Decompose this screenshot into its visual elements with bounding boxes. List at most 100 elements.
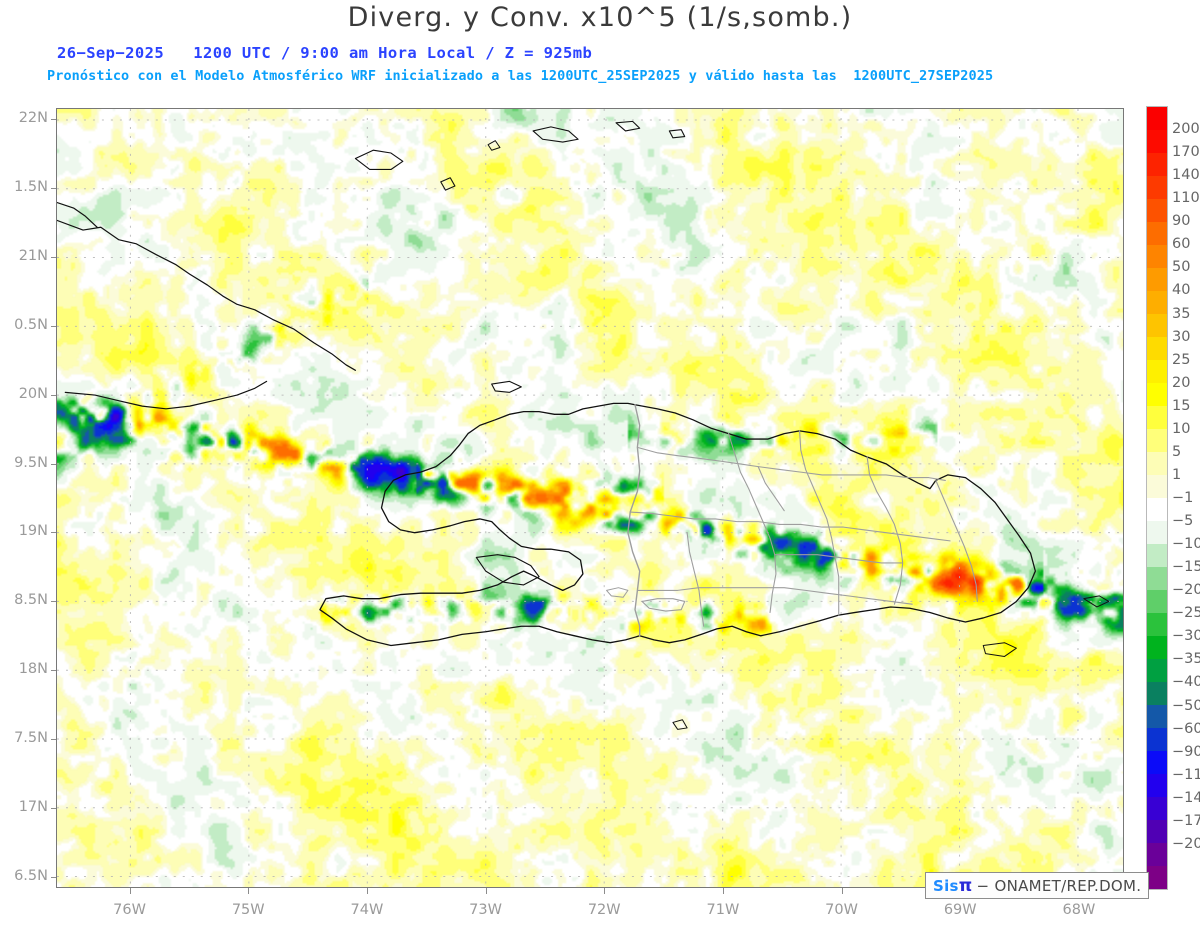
colorbar-tick-label: −60 <box>1172 720 1200 737</box>
colorbar-tick-label: −35 <box>1172 651 1200 668</box>
latitude-tick-label: 21N <box>18 247 48 264</box>
longitude-tick-label: 70W <box>825 902 858 918</box>
colorbar-band <box>1147 774 1167 797</box>
colorbar-tick-label: −10 <box>1172 536 1200 553</box>
latitude-tick-label: 9.5N <box>14 454 48 471</box>
colorbar-tick-label: −5 <box>1172 513 1194 530</box>
longitude-tick-label: 71W <box>706 902 740 918</box>
colorbar-band <box>1147 613 1167 636</box>
colorbar-tick-label: 200 <box>1172 121 1200 138</box>
colorbar-tick-label: 25 <box>1172 351 1191 368</box>
colorbar-tick-label: −90 <box>1172 743 1200 760</box>
colorbar-band <box>1147 843 1167 866</box>
latitude-tick-mark <box>51 808 56 810</box>
colorbar[interactable] <box>1146 106 1168 890</box>
forecast-datetime-line: 26−Sep−2025 1200 UTC / 9:00 am Hora Loca… <box>57 44 593 62</box>
longitude-tick-mark <box>722 888 724 894</box>
colorbar-band <box>1147 705 1167 728</box>
colorbar-band <box>1147 544 1167 567</box>
colorbar-band <box>1147 567 1167 590</box>
latitude-tick-mark <box>51 256 56 258</box>
longitude-tick-mark <box>366 888 368 894</box>
latitude-tick-mark <box>51 394 56 396</box>
colorbar-band <box>1147 107 1167 130</box>
organization-label: − ONAMET/REP.DOM. <box>976 876 1142 895</box>
colorbar-tick-label: −40 <box>1172 674 1200 691</box>
latitude-tick-mark <box>51 187 56 189</box>
latitude-tick-mark <box>51 325 56 327</box>
model-description-line: Pronóstico con el Modelo Atmosférico WRF… <box>47 68 994 84</box>
colorbar-band <box>1147 498 1167 521</box>
colorbar-band <box>1147 429 1167 452</box>
colorbar-tick-label: 140 <box>1172 167 1200 184</box>
divergence-convergence-shading <box>57 109 1123 887</box>
latitude-tick-label: 1.5N <box>14 178 48 195</box>
page-title: Diverg. y Conv. x10^5 (1/s,somb.) <box>347 2 853 33</box>
latitude-tick-label: 6.5N <box>14 867 48 884</box>
longitude-tick-mark <box>485 888 487 894</box>
latitude-tick-label: 8.5N <box>14 592 48 609</box>
longitude-tick-mark <box>604 888 606 894</box>
longitude-tick-label: 68W <box>1062 902 1096 918</box>
colorbar-labels: 200 170 140 110 90 60 50 40 35 30 25 20 15 10 5 1 −1 −5 −1… <box>1172 106 1200 890</box>
longitude-tick-mark <box>248 888 250 894</box>
longitude-tick-label: 73W <box>469 902 502 918</box>
latitude-tick-label: 17N <box>18 799 48 816</box>
colorbar-band <box>1147 360 1167 383</box>
colorbar-tick-label: 170 <box>1172 144 1200 161</box>
pi-symbol-icon: π <box>958 875 973 896</box>
colorbar-band <box>1147 590 1167 613</box>
latitude-tick-mark <box>51 876 56 878</box>
colorbar-band <box>1147 521 1167 544</box>
colorbar-tick-label: 35 <box>1172 305 1191 322</box>
brand-label: Sis <box>933 876 959 895</box>
colorbar-tick-label: −20 <box>1172 582 1200 599</box>
colorbar-band <box>1147 153 1167 176</box>
map-plot-area[interactable] <box>56 108 1124 888</box>
colorbar-tick-label: −15 <box>1172 559 1200 576</box>
colorbar-tick-label: −50 <box>1172 697 1200 714</box>
colorbar-band <box>1147 751 1167 774</box>
colorbar-band <box>1147 130 1167 153</box>
latitude-tick-label: 0.5N <box>14 316 48 333</box>
colorbar-tick-label: 20 <box>1172 374 1191 391</box>
colorbar-band <box>1147 820 1167 843</box>
colorbar-band <box>1147 245 1167 268</box>
colorbar-band <box>1147 337 1167 360</box>
colorbar-band <box>1147 222 1167 245</box>
colorbar-band <box>1147 314 1167 337</box>
latitude-tick-mark <box>51 670 56 672</box>
latitude-tick-label: 19N <box>18 523 48 540</box>
colorbar-tick-label: 110 <box>1172 190 1200 207</box>
colorbar-tick-label: 1 <box>1172 466 1182 483</box>
colorbar-band <box>1147 659 1167 682</box>
colorbar-tick-label: −25 <box>1172 605 1200 622</box>
colorbar-band <box>1147 406 1167 429</box>
latitude-tick-label: 22N <box>18 110 48 127</box>
colorbar-tick-label: −200 <box>1172 835 1200 852</box>
colorbar-tick-label: 10 <box>1172 420 1191 437</box>
latitude-tick-mark <box>51 601 56 603</box>
colorbar-band <box>1147 682 1167 705</box>
colorbar-band <box>1147 199 1167 222</box>
colorbar-band <box>1147 383 1167 406</box>
colorbar-band <box>1147 475 1167 498</box>
credit-badge: Sis π − ONAMET/REP.DOM. <box>925 872 1150 899</box>
latitude-tick-label: 18N <box>18 661 48 678</box>
colorbar-band <box>1147 797 1167 820</box>
latitude-tick-mark <box>51 532 56 534</box>
colorbar-band <box>1147 452 1167 475</box>
latitude-tick-label: 20N <box>18 385 48 402</box>
colorbar-tick-label: 5 <box>1172 443 1182 460</box>
colorbar-tick-label: 40 <box>1172 282 1191 299</box>
colorbar-tick-label: −140 <box>1172 789 1200 806</box>
colorbar-tick-label: −170 <box>1172 812 1200 829</box>
colorbar-band <box>1147 176 1167 199</box>
latitude-tick-mark <box>51 119 56 121</box>
longitude-tick-label: 75W <box>231 902 265 918</box>
colorbar-tick-label: −110 <box>1172 766 1200 783</box>
latitude-tick-mark <box>51 463 56 465</box>
longitude-tick-label: 76W <box>113 902 146 918</box>
colorbar-band <box>1147 268 1167 291</box>
longitude-tick-label: 74W <box>350 902 384 918</box>
